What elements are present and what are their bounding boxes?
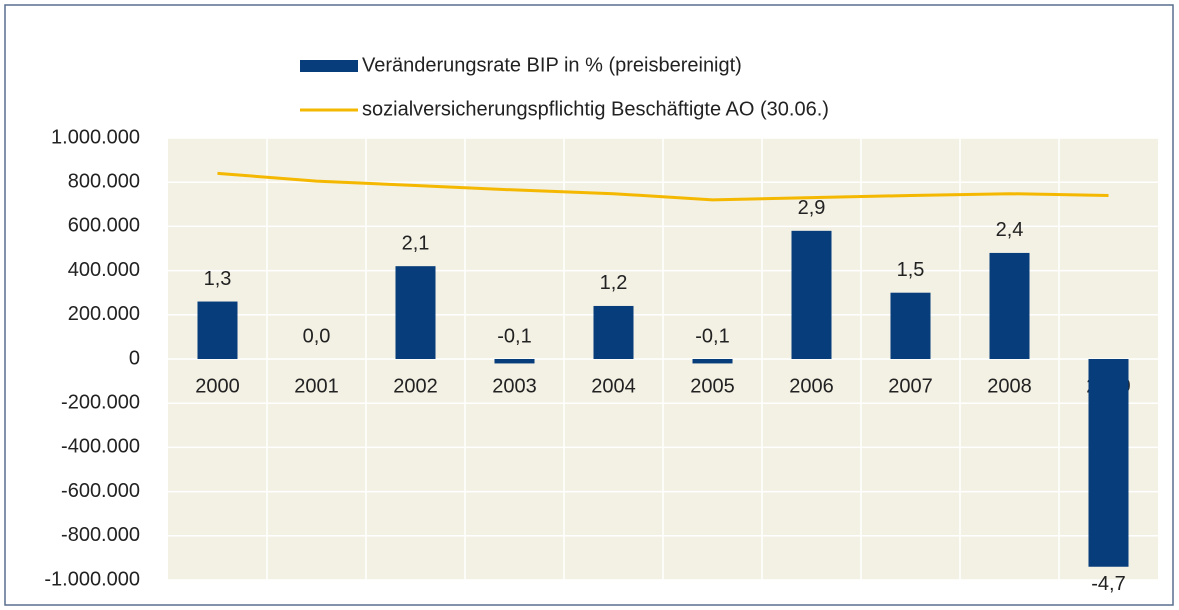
bar [890, 292, 931, 359]
data-label: 1,3 [204, 268, 232, 290]
data-label: 2,1 [402, 232, 430, 254]
y-tick-label: 0 [129, 347, 140, 369]
y-tick-label: 800.000 [68, 170, 140, 192]
data-label: 2,4 [996, 219, 1024, 241]
bar [593, 305, 634, 359]
bar [791, 230, 832, 359]
data-label: 0,0 [303, 325, 331, 347]
bar [989, 252, 1030, 359]
y-tick-label: -400.000 [61, 436, 140, 458]
y-tick-label: 1.000.000 [51, 126, 140, 148]
data-label: 1,2 [600, 272, 628, 294]
legend-label: sozialversicherungspflichtig Beschäftigt… [362, 98, 829, 120]
bar [692, 359, 733, 364]
line [217, 171, 1109, 202]
x-tick-label: 2005 [690, 375, 735, 397]
x-tick-label: 2008 [987, 375, 1032, 397]
bar [494, 359, 535, 364]
bar [1088, 359, 1129, 567]
y-tick-label: 200.000 [68, 303, 140, 325]
x-tick-label: 2003 [492, 375, 537, 397]
x-tick-label: 2006 [789, 375, 834, 397]
y-tick-label: -800.000 [61, 524, 140, 546]
y-tick-label: -200.000 [61, 391, 140, 413]
x-tick-label: 2000 [195, 375, 240, 397]
x-tick-label: 2001 [294, 375, 339, 397]
data-label: 1,5 [897, 259, 925, 281]
data-label: -0,1 [695, 325, 729, 347]
y-tick-label: 600.000 [68, 215, 140, 237]
data-label: 2,9 [798, 197, 826, 219]
x-tick-label: 2002 [393, 375, 438, 397]
data-label: -4,7 [1091, 573, 1125, 595]
bar [197, 301, 238, 359]
x-tick-label: 2004 [591, 375, 636, 397]
legend-swatch [300, 60, 358, 72]
data-label: -0,1 [497, 325, 531, 347]
x-tick-label: 2007 [888, 375, 933, 397]
y-tick-label: 400.000 [68, 259, 140, 281]
y-tick-label: -600.000 [61, 480, 140, 502]
legend-label: Veränderungsrate BIP in % (preisbereinig… [362, 54, 742, 76]
bar [395, 266, 436, 359]
y-tick-label: -1.000.000 [44, 568, 140, 590]
